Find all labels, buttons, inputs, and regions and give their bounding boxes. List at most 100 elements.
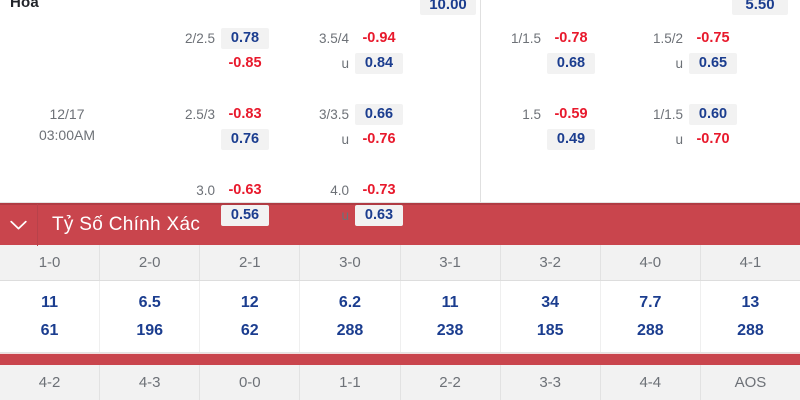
under-prefix-label: u: [341, 56, 349, 71]
score-header-cell[interactable]: 2-1: [200, 245, 301, 280]
odds-value-bottom[interactable]: 0.49: [547, 129, 595, 150]
score-header-cell[interactable]: 2-2: [401, 365, 501, 400]
left-total-chip[interactable]: 10.00: [420, 0, 476, 15]
market-row-stack: 1/1.5 -0.78 0.68: [501, 28, 595, 74]
score-value-cell[interactable]: 11 61: [0, 281, 101, 352]
market-row: 1/1.5 0.60 u -0.70: [643, 104, 737, 150]
score-odds-bottom: 185: [536, 321, 564, 339]
score-value-cell[interactable]: 6.5 196: [100, 281, 201, 352]
odds-panel-left: Hòa 10.00 12/17 03:00AM 2/2.5 0.78 -0.85 2.…: [0, 0, 481, 226]
score-header-cell[interactable]: 4-2: [0, 365, 101, 400]
score-header-row-2: 4-2 4-3 0-0 1-1 2-2 3-3 4-4 AOS: [0, 365, 800, 400]
score-header-cell[interactable]: 4-4: [601, 365, 701, 400]
odds-line-pair: 0.49: [501, 129, 595, 150]
odds-line-pair: 0.76: [175, 129, 269, 150]
match-time: 03:00AM: [38, 127, 96, 143]
market-row-stack: 2/2.5 0.78 -0.85: [175, 28, 269, 74]
market-row-stack: 1.5 -0.59 0.49: [501, 104, 595, 150]
score-odds-bottom: 288: [336, 321, 364, 339]
under-prefix-label: u: [675, 132, 683, 147]
odds-line-pair: 3.0 -0.63: [175, 180, 269, 201]
score-odds-top: 12: [240, 293, 259, 311]
score-value-cell[interactable]: 6.2 288: [300, 281, 401, 352]
handicap-line-label: 3/3.5: [318, 107, 349, 122]
market-row-stack: 4.0 -0.73 u 0.63: [309, 180, 403, 226]
market-row-stack: 2.5/3 -0.83 0.76: [175, 104, 269, 150]
odds-value-top[interactable]: 0.78: [221, 28, 269, 49]
odds-value-bottom[interactable]: 0.63: [355, 205, 403, 226]
odds-line-pair: 3/3.5 0.66: [309, 104, 403, 125]
odds-line-pair: 0.68: [501, 53, 595, 74]
score-value-cell[interactable]: 13 288: [701, 281, 800, 352]
odds-value-top[interactable]: 0.66: [355, 104, 403, 125]
score-header-cell[interactable]: 4-0: [601, 245, 701, 280]
right-total-column: 1.5/2 -0.75 u 0.65 1/1.5 0.60 u -0.70: [643, 28, 737, 150]
under-prefix-label: u: [675, 56, 683, 71]
handicap-line-label: 1/1.5: [510, 31, 541, 46]
handicap-line-label: 3.5/4: [318, 31, 349, 46]
market-row-stack: 3/3.5 0.66 u -0.76: [309, 104, 403, 150]
market-row-stack: 3.5/4 -0.94 u 0.84: [309, 28, 403, 74]
score-value-cell[interactable]: 11 238: [401, 281, 501, 352]
right-market-grid: 1/1.5 -0.78 0.68 1.5 -0.59 0.49 1.5/2 -0.75 u 0.…: [501, 28, 737, 150]
handicap-line-label: 4.0: [330, 183, 349, 198]
score-header-cell[interactable]: 4-3: [100, 365, 201, 400]
odds-value-top[interactable]: -0.63: [228, 182, 262, 198]
score-value-cell[interactable]: 12 62: [200, 281, 301, 352]
odds-line-pair: u -0.76: [309, 129, 403, 150]
odds-value-bottom[interactable]: 0.65: [689, 53, 737, 74]
market-row: 1/1.5 -0.78 0.68: [501, 28, 595, 74]
score-header-cell[interactable]: 4-1: [739, 254, 762, 271]
market-row: 3.0 -0.63 0.56: [175, 180, 269, 226]
odds-value-top[interactable]: -0.59: [554, 106, 588, 122]
score-header-cell[interactable]: 3-0: [300, 245, 401, 280]
odds-value-top[interactable]: 0.60: [689, 104, 737, 125]
odds-value-top[interactable]: -0.73: [362, 182, 396, 198]
odds-value-top[interactable]: -0.94: [362, 30, 396, 46]
score-odds-bottom: 238: [436, 321, 464, 339]
score-header-cell[interactable]: 1-1: [300, 365, 401, 400]
odds-value-top[interactable]: -0.75: [696, 30, 730, 46]
odds-value-bottom[interactable]: -0.85: [228, 55, 262, 71]
score-header-cell[interactable]: 3-3: [501, 365, 601, 400]
score-value-cell[interactable]: 7.7 288: [601, 281, 701, 352]
odds-value-bottom[interactable]: 0.84: [355, 53, 403, 74]
odds-value-bottom[interactable]: -0.76: [362, 131, 396, 147]
score-odds-top: 34: [541, 293, 560, 311]
score-header-cell[interactable]: 0-0: [200, 365, 301, 400]
score-header-cell[interactable]: 3-2: [501, 245, 601, 280]
odds-line-pair: 1.5 -0.59: [501, 104, 595, 125]
odds-value-bottom[interactable]: 0.68: [547, 53, 595, 74]
odds-line-pair: u 0.65: [643, 53, 737, 74]
correct-score-table: 1-0 2-0 2-1 3-0 3-1 3-2 4-0 4-1 11 61 6.5 196 12 62 6…: [0, 245, 800, 400]
odds-line-pair: 0.56: [175, 205, 269, 226]
odds-panel: Hòa 10.00 12/17 03:00AM 2/2.5 0.78 -0.85 2.…: [0, 0, 800, 226]
market-row-stack: 1.5/2 -0.75 u 0.65: [643, 28, 737, 74]
odds-value-bottom[interactable]: -0.70: [696, 131, 730, 147]
odds-line-pair: 1/1.5 -0.78: [501, 28, 595, 49]
score-header-cell[interactable]: AOS: [734, 374, 767, 391]
chevron-down-icon[interactable]: [0, 204, 38, 246]
score-odds-top: 11: [441, 293, 459, 311]
score-header-cell[interactable]: 1-0: [0, 245, 101, 280]
score-odds-top: 6.2: [338, 293, 362, 311]
odds-line-pair: 4.0 -0.73: [309, 180, 403, 201]
right-total-chip[interactable]: 5.50: [732, 0, 788, 15]
market-row: 3/3.5 0.66 u -0.76: [309, 104, 403, 150]
handicap-line-label: 1.5: [522, 107, 541, 122]
odds-line-pair: u 0.84: [309, 53, 403, 74]
market-row: 1.5 -0.59 0.49: [501, 104, 595, 150]
market-row-stack: 1/1.5 0.60 u -0.70: [643, 104, 737, 150]
odds-value-top[interactable]: -0.83: [228, 106, 262, 122]
market-row-stack: 3.0 -0.63 0.56: [175, 180, 269, 226]
score-header-cell[interactable]: 2-0: [100, 245, 201, 280]
score-header-cell[interactable]: 3-1: [401, 245, 501, 280]
score-odds-bottom: 288: [636, 321, 664, 339]
market-row: 4.0 -0.73 u 0.63: [309, 180, 403, 226]
score-value-cell[interactable]: 34 185: [501, 281, 601, 352]
odds-value-bottom[interactable]: 0.76: [221, 129, 269, 150]
odds-value-top[interactable]: -0.78: [554, 30, 588, 46]
odds-value-bottom[interactable]: 0.56: [221, 205, 269, 226]
odds-line-pair: u -0.70: [643, 129, 737, 150]
